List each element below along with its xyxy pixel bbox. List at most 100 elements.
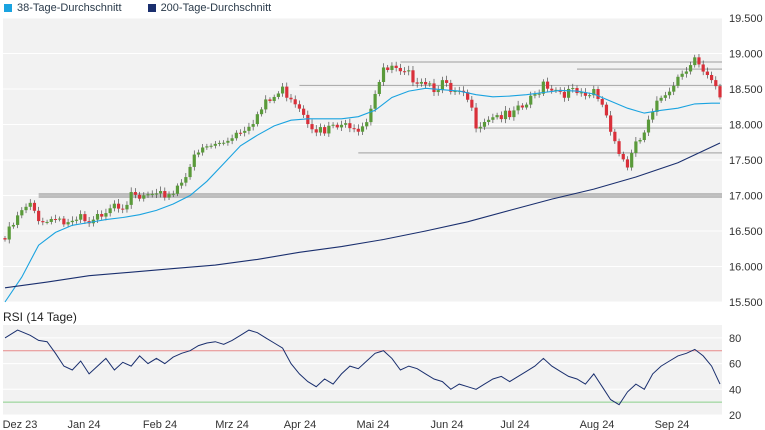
candle-body [680, 73, 684, 77]
rsi-plot-area [3, 325, 722, 415]
candle-body [537, 93, 541, 95]
rsi-y-tick-label: 80 [729, 333, 741, 345]
candle-body [491, 117, 495, 120]
candle-body [112, 203, 116, 209]
candle-body [621, 153, 625, 160]
candle-body [617, 141, 621, 154]
sma38-swatch [4, 4, 12, 12]
candle-body [503, 110, 508, 120]
candle-body [209, 145, 213, 147]
candle-body [688, 65, 693, 72]
candle-body [579, 92, 583, 94]
candle-body [415, 82, 419, 84]
candle-body [280, 86, 285, 94]
candle-body [655, 100, 659, 112]
candle-body [474, 107, 478, 129]
candle-body [314, 129, 318, 133]
candle-body [175, 185, 180, 194]
candle-body [11, 224, 16, 227]
candle-body [533, 94, 537, 96]
candle-body [243, 130, 247, 133]
candle-body [217, 142, 222, 144]
sma200-line [4, 142, 721, 289]
candle-body [667, 91, 672, 96]
candle-body [386, 67, 390, 70]
candle-body [402, 71, 407, 73]
candle-body [609, 115, 613, 132]
candle-body [335, 124, 339, 128]
candle-body [327, 125, 331, 134]
legend-item-sma200[interactable]: 200-Tage-Durchschnitt [147, 2, 271, 14]
candle-body [684, 71, 688, 74]
candle-body [445, 80, 449, 83]
candle-body [482, 122, 487, 127]
legend-item-sma38[interactable]: 38-Tage-Durchschnitt [4, 2, 122, 14]
price-y-tick-label: 19.500 [729, 13, 763, 25]
candle-body [390, 65, 394, 70]
candle-body [575, 88, 579, 94]
rsi-panel: RSI (14 Tage) 20 40 60 80 [3, 310, 741, 422]
x-tick-label: Dez 23 [3, 419, 38, 430]
candle-body [74, 219, 79, 221]
x-tick-label: Jul 24 [500, 419, 529, 430]
candle-body [310, 124, 314, 130]
candle-body [83, 214, 87, 222]
price-panel: 15.500 16.000 16.500 17.000 17.500 18.000 18.5… [3, 13, 763, 309]
candle-body [407, 70, 411, 72]
candle-body [150, 193, 154, 195]
candle-body [642, 132, 646, 141]
candle-body [32, 202, 37, 211]
price-y-tick-label: 18.000 [729, 120, 763, 132]
candle-body [116, 203, 121, 209]
candle-body [154, 193, 159, 195]
candle-body [121, 208, 125, 210]
candle-body [264, 99, 268, 110]
candle-body [293, 99, 297, 105]
candle-body [709, 75, 714, 81]
candle-body [196, 152, 201, 155]
candle-body [159, 191, 163, 194]
candle-body [3, 238, 7, 240]
candle-body [339, 124, 344, 128]
rsi-y-tick-label: 60 [729, 359, 741, 371]
candle-body [520, 105, 524, 108]
candle-body [604, 104, 609, 116]
candle-body [180, 182, 184, 186]
candle-body [226, 140, 230, 143]
candle-body [377, 82, 381, 94]
candle-body [478, 126, 482, 129]
candle-body [306, 114, 310, 125]
candle-body [360, 126, 365, 132]
candle-body [714, 80, 718, 87]
candle-body [285, 86, 289, 98]
candle-body [318, 127, 323, 133]
candle-body [213, 143, 217, 146]
candle-body [234, 132, 238, 139]
candle-body [344, 123, 348, 125]
candle-body [508, 110, 512, 118]
candle-body [137, 194, 142, 199]
candle-body [398, 67, 402, 72]
candle-body [247, 126, 251, 131]
sma200-swatch [147, 4, 156, 12]
candle-body [423, 81, 428, 85]
candle-body [663, 95, 667, 98]
candle-body [297, 104, 302, 109]
candle-body [95, 213, 100, 220]
candle-body [381, 67, 386, 83]
candle-body [129, 192, 133, 205]
price-y-tick-label: 19.000 [729, 49, 763, 61]
candle-body [676, 76, 680, 86]
sma38-line [4, 87, 720, 303]
candle-body [53, 219, 58, 221]
candle-body [428, 83, 432, 85]
candle-body [238, 132, 243, 134]
candle-body [79, 214, 83, 220]
candle-body [58, 218, 62, 220]
candle-body [104, 213, 108, 217]
candle-body [133, 192, 137, 195]
candle-body [373, 93, 377, 109]
candle-body [592, 89, 596, 96]
candle-body [566, 88, 571, 98]
candle-body [487, 119, 491, 123]
